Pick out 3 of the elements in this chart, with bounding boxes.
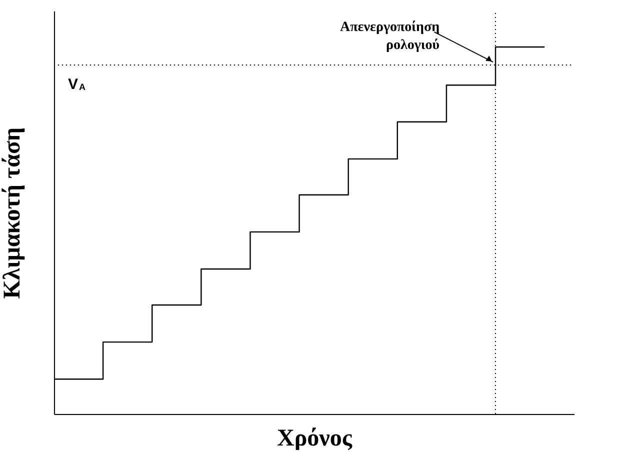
y-axis-title: Κλιμακοτή τάση: [0, 127, 26, 299]
annotation: Απενεργοποίηση ρολογιού: [340, 20, 440, 53]
ref-line-label: VA: [68, 76, 86, 93]
